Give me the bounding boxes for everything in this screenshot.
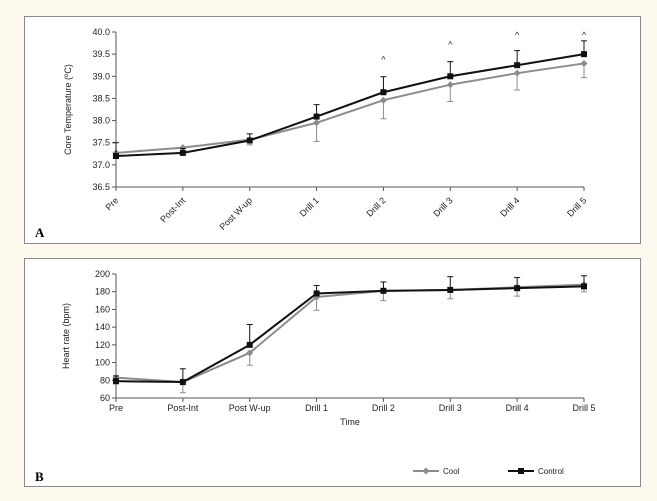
y-tick-label: 39.5 — [92, 49, 110, 59]
significance-annotation: ^ — [448, 40, 453, 50]
x-tick-label: Pre — [103, 195, 120, 212]
cool-point — [179, 144, 187, 152]
control-point — [514, 285, 521, 292]
cool-point — [246, 349, 254, 357]
core-temperature-chart: 36.5 37.0 37.5 38.0 38.5 39.0 39.5 40.0 Pre Post-… — [63, 27, 588, 232]
control-point — [447, 73, 454, 80]
x-tick-label: Post-Int — [167, 403, 199, 413]
legend-item-cool: Cool — [413, 467, 460, 476]
heart-rate-chart: 60 80 100 120 140 160 180 200 Pre Post-Int Post W-… — [61, 269, 596, 476]
control-point — [313, 113, 320, 120]
y-tick-label: 180 — [95, 287, 110, 297]
y-tick-label: 37.5 — [92, 138, 110, 148]
y-tick-label: 39.0 — [92, 71, 110, 81]
control-point — [113, 153, 119, 159]
panel-label-b: B — [35, 469, 44, 484]
y-tick-label: 80 — [100, 375, 110, 385]
control-point — [246, 341, 253, 348]
cool-point — [313, 119, 321, 127]
legend-item-control: Control — [508, 467, 564, 476]
control-series-line — [115, 53, 585, 157]
x-tick-label: Drill 1 — [305, 403, 328, 413]
control-point — [113, 378, 119, 385]
control-point — [447, 286, 454, 293]
control-point — [581, 51, 587, 58]
control-point — [179, 149, 186, 156]
cool-series-line — [115, 62, 585, 154]
control-point — [581, 283, 587, 290]
control-point — [380, 89, 387, 96]
cool-point — [513, 69, 521, 77]
y-axis-label: Heart rate (bpm) — [61, 303, 71, 369]
x-axis-label: Time — [340, 417, 360, 427]
control-error-bar — [246, 323, 253, 345]
x-tick-label: Drill 5 — [572, 403, 595, 413]
y-tick-label: 160 — [95, 304, 110, 314]
control-point — [246, 137, 253, 144]
y-tick-label: 38.5 — [92, 93, 110, 103]
y-tick-label: 37.0 — [92, 160, 110, 170]
x-tick-label: Post-Int — [158, 195, 187, 224]
x-tick-label: Drill 3 — [439, 403, 462, 413]
legend-marker-cool — [422, 467, 430, 475]
control-point — [313, 290, 320, 297]
y-tick-label: 36.5 — [92, 182, 110, 192]
cool-point — [379, 96, 387, 104]
control-point — [179, 379, 186, 386]
legend-marker-control — [518, 468, 524, 474]
x-tick-label: Drill 2 — [364, 195, 387, 218]
x-tick-label: Drill 4 — [506, 403, 529, 413]
control-point — [514, 62, 521, 69]
y-tick-label: 100 — [95, 358, 110, 368]
y-tick-label: 200 — [95, 269, 110, 279]
cool-point — [580, 59, 588, 67]
x-tick-label: Post W-up — [217, 195, 254, 232]
control-series-line — [115, 285, 585, 384]
legend-label-cool: Cool — [443, 467, 460, 476]
chart-panel-a: 36.5 37.0 37.5 38.0 38.5 39.0 39.5 40.0 Pre Post-… — [24, 16, 641, 244]
y-tick-label: 120 — [95, 340, 110, 350]
y-tick-label: 60 — [100, 393, 110, 403]
x-tick-label: Drill 5 — [565, 195, 588, 218]
y-tick-label: 40.0 — [92, 27, 110, 37]
x-tick-label: Drill 1 — [298, 195, 321, 218]
y-axis-label: Core Temperature (ºC) — [63, 64, 73, 155]
control-point — [380, 287, 387, 294]
legend-label-control: Control — [538, 467, 564, 476]
x-tick-label: Post W-up — [229, 403, 271, 413]
x-tick-label: Drill 3 — [431, 195, 454, 218]
significance-annotation: ^ — [381, 55, 386, 65]
cool-point — [446, 81, 454, 89]
x-tick-label: Pre — [109, 403, 123, 413]
x-tick-label: Drill 4 — [498, 195, 521, 218]
chart-panel-b: 60 80 100 120 140 160 180 200 Pre Post-Int Post W-… — [24, 258, 641, 487]
significance-annotation: ^ — [582, 30, 587, 40]
y-tick-label: 140 — [95, 322, 110, 332]
cool-point — [313, 293, 321, 301]
x-tick-label: Drill 2 — [372, 403, 395, 413]
y-tick-label: 38.0 — [92, 116, 110, 126]
panel-label-a: A — [35, 225, 45, 240]
significance-annotation: ^ — [515, 30, 520, 40]
cool-series-line — [115, 283, 585, 384]
